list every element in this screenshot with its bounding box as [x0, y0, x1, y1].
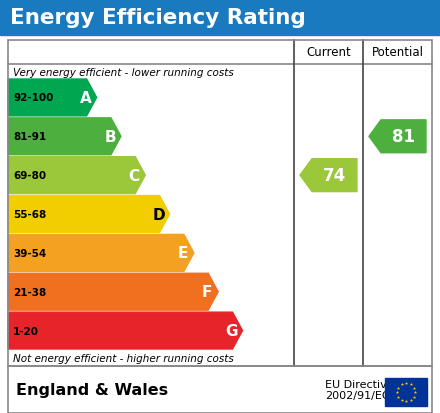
Text: 55-68: 55-68	[13, 209, 46, 219]
Bar	[8, 41, 432, 65]
Text: 39-54: 39-54	[13, 248, 46, 258]
Text: Current: Current	[306, 46, 351, 59]
Text: Very energy efficient - lower running costs: Very energy efficient - lower running co…	[13, 67, 234, 77]
Text: 69-80: 69-80	[13, 171, 46, 181]
Text: England & Wales: England & Wales	[16, 382, 168, 397]
Text: F: F	[202, 285, 213, 299]
Text: Potential: Potential	[371, 46, 423, 59]
Polygon shape	[8, 235, 194, 272]
Bar	[385, 378, 427, 406]
Text: D: D	[152, 207, 165, 222]
Text: C: C	[129, 168, 140, 183]
Text: E: E	[178, 246, 188, 261]
Text: 81: 81	[392, 128, 415, 146]
Text: Energy Efficiency Rating: Energy Efficiency Rating	[10, 8, 306, 28]
Bar	[0, 0, 440, 36]
Text: 21-38: 21-38	[13, 287, 46, 297]
Polygon shape	[8, 157, 145, 194]
Polygon shape	[8, 119, 121, 155]
Text: 1-20: 1-20	[13, 326, 39, 336]
Text: 74: 74	[323, 167, 346, 185]
Polygon shape	[300, 159, 357, 192]
Text: EU Directive: EU Directive	[325, 380, 394, 389]
Text: G: G	[225, 323, 238, 338]
Bar	[8, 41, 432, 366]
Polygon shape	[8, 312, 242, 349]
Polygon shape	[8, 274, 218, 311]
Polygon shape	[8, 196, 169, 233]
Text: 81-91: 81-91	[13, 132, 46, 142]
Text: 2002/91/EC: 2002/91/EC	[325, 391, 390, 401]
Text: A: A	[80, 91, 92, 106]
Polygon shape	[369, 121, 426, 153]
Bar	[8, 366, 432, 413]
Text: Not energy efficient - higher running costs: Not energy efficient - higher running co…	[13, 354, 234, 363]
Polygon shape	[8, 80, 97, 116]
Text: B: B	[104, 129, 116, 145]
Text: 92-100: 92-100	[13, 93, 53, 103]
